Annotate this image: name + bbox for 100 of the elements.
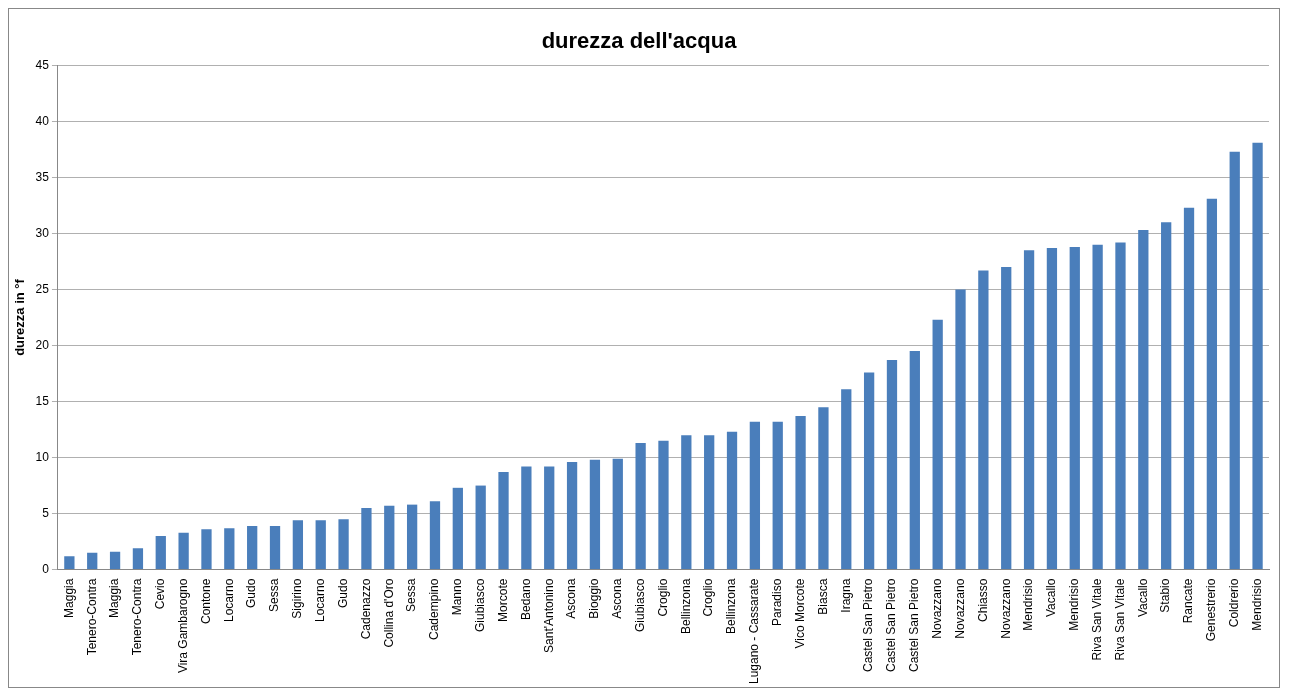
y-tick-label: 10: [35, 449, 50, 464]
bar: [909, 351, 920, 570]
x-tick-label: Contone: [198, 578, 213, 624]
bar: [1161, 222, 1172, 570]
bar: [1046, 248, 1058, 570]
bar: [269, 525, 281, 570]
x-tick-label: Mendrisio: [1249, 578, 1264, 631]
bar: [612, 458, 623, 570]
bar: [452, 487, 463, 570]
y-tick-label: 25: [35, 281, 50, 296]
x-tick-label: Croglio: [655, 578, 670, 617]
bar: [1069, 246, 1080, 570]
bar: [64, 556, 75, 570]
x-tick-label: Genestrerio: [1204, 578, 1219, 642]
x-tick-label: Novazzano: [998, 578, 1013, 639]
y-tick-label: 15: [35, 393, 50, 408]
bar: [224, 528, 235, 570]
bar: [795, 416, 806, 570]
x-tick-label: Locarno: [313, 578, 328, 622]
bar: [247, 525, 258, 570]
bar: [726, 431, 738, 570]
x-tick-label: Vico Morcote: [792, 578, 807, 649]
bar: [658, 440, 669, 570]
x-tick-label: Castel San Pietro: [884, 578, 899, 672]
x-tick-label: Rancate: [1181, 578, 1196, 624]
x-tick-label: Bioggio: [587, 578, 602, 619]
x-tick-label: Vacallo: [1135, 578, 1150, 618]
x-tick-label: Tenero-Contra: [130, 578, 145, 656]
x-tick-label: Mendrisio: [1067, 578, 1082, 631]
bar: [178, 532, 189, 570]
x-tick-label: Ascona: [564, 578, 579, 619]
bar: [109, 551, 121, 570]
bar: [1229, 151, 1240, 570]
x-tick-label: Castel San Pietro: [907, 578, 922, 672]
x-tick-label: Collina d'Oro: [381, 578, 396, 648]
bar: [772, 421, 783, 570]
x-tick-label: Maggia: [61, 578, 76, 618]
bar: [841, 389, 852, 570]
bar: [201, 529, 212, 570]
x-tick-label: Riva San Vitale: [1089, 578, 1104, 661]
bar: [589, 459, 601, 570]
x-tick-label: Sant'Antonino: [541, 578, 556, 653]
x-tick-label: Riva San Vitale: [1112, 578, 1127, 661]
y-tick-label: 40: [35, 113, 50, 128]
bar: [1206, 198, 1218, 570]
bar: [1252, 142, 1263, 570]
x-tick-label: Sessa: [267, 578, 282, 612]
x-tick-label: Bellinzona: [678, 578, 693, 634]
y-tick-label: 30: [35, 225, 50, 240]
bar: [1115, 242, 1126, 570]
bar: [932, 319, 943, 570]
bar: [132, 548, 144, 570]
x-tick-label: Croglio: [701, 578, 716, 617]
bar: [475, 485, 486, 570]
y-tick-label: 20: [35, 337, 50, 352]
bar: [1138, 230, 1149, 570]
x-tick-label: Mendrisio: [1021, 578, 1036, 631]
x-tick-label: Ascona: [610, 578, 625, 619]
bar: [361, 507, 372, 570]
bar: [384, 505, 395, 570]
bar: [155, 535, 166, 570]
x-tick-label: Biasca: [815, 578, 830, 615]
x-tick-label: Manno: [450, 578, 465, 616]
bar: [544, 466, 555, 570]
x-tick-label: Giubiasco: [632, 578, 647, 632]
x-tick-label: Maggia: [107, 578, 122, 618]
x-tick-label: Vacallo: [1044, 578, 1059, 618]
bar: [521, 466, 532, 570]
x-tick-label: Novazzano: [952, 578, 967, 639]
bar: [863, 372, 875, 570]
bar: [566, 462, 578, 570]
x-tick-label: Cadenazzo: [358, 578, 373, 640]
x-tick-label: Vira Gambarogno: [175, 578, 190, 674]
y-tick-label: 5: [42, 505, 50, 520]
chart-title: durezza dell'acqua: [541, 28, 738, 54]
bar: [315, 520, 326, 570]
x-tick-label: Iragna: [838, 578, 853, 613]
x-tick-label: Cevio: [153, 578, 168, 610]
x-tick-label: Tenero-Contra: [84, 578, 99, 656]
bar: [749, 421, 761, 570]
bar: [1023, 250, 1035, 570]
x-tick-label: Lugano - Cassarate: [747, 578, 762, 685]
x-tick-label: Locarno: [221, 578, 236, 622]
bar: [818, 407, 829, 570]
bar: [978, 270, 989, 570]
x-tick-label: Bellinzona: [724, 578, 739, 634]
x-tick-label: Morcote: [495, 578, 510, 622]
bar: [498, 472, 509, 570]
bar: [338, 519, 349, 570]
bar: [1092, 244, 1103, 570]
x-tick-label: Chiasso: [975, 578, 990, 622]
x-tick-label: Sessa: [404, 578, 419, 612]
x-tick-label: Giubiasco: [472, 578, 487, 632]
bar: [1001, 267, 1012, 570]
x-tick-label: Gudo: [244, 578, 259, 608]
bar: [635, 442, 646, 570]
bar: [292, 520, 304, 570]
y-tick-label: 0: [42, 561, 50, 576]
y-axis-title: durezza in °f: [12, 278, 28, 356]
x-tick-label: Bedano: [518, 578, 533, 620]
